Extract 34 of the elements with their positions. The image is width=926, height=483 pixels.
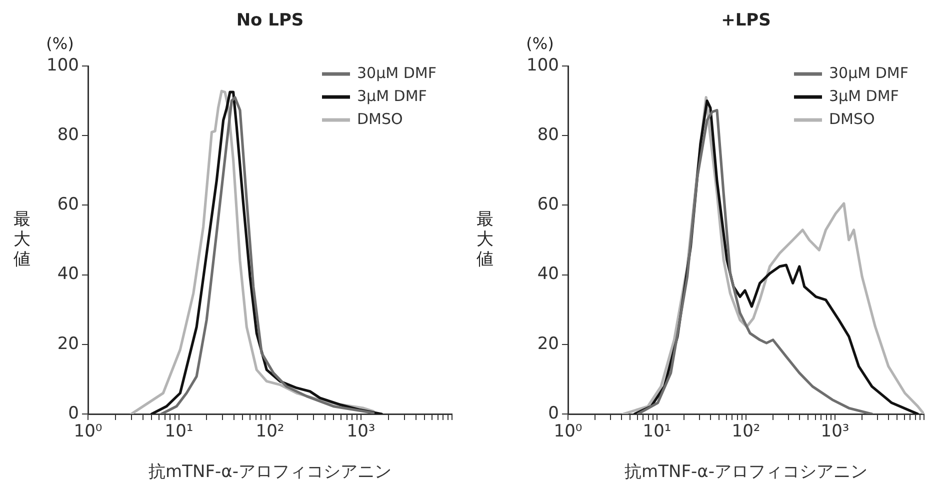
text: (%) [46,34,74,54]
y-tick-label: 0 [68,403,79,424]
x-axis-title: 抗mTNF-α-アロフィコシアニン [148,462,392,482]
legend-label: 3μM DMF [357,86,427,105]
x-tick-label: 10² [256,422,284,442]
y-tick-label: 40 [57,264,79,284]
y-tick-label: 60 [57,194,79,215]
x-tick-label: 10³ [346,422,376,442]
legend-label: 30μM DMF [357,64,436,82]
x-tick-label: 10¹ [642,422,672,442]
y-tick-label: 20 [537,334,559,354]
y-tick-label: 80 [57,125,79,146]
x-tick-label: 10⁰ [74,422,102,442]
x-axis-title: 抗mTNF-α-アロフィコシアニン [624,462,868,482]
x-tick-label: 10³ [820,422,850,442]
y-tick-label: 100 [46,55,79,76]
y-tick-label: 20 [57,334,79,354]
x-tick-label: 10⁰ [554,422,582,442]
legend-label: 30μM DMF [829,64,908,82]
y-tick-label: 100 [526,55,559,76]
x-tick-label: 10² [732,422,760,442]
y-tick-label: 80 [537,125,559,146]
y-tick-label: 60 [537,194,559,215]
text: (%) [526,34,554,54]
legend-label: DMSO [357,110,403,128]
x-tick-label: 10¹ [164,422,194,442]
y-tick-label: 40 [537,264,559,284]
y-axis-title: 最大値 [476,209,494,270]
y-tick-label: 0 [548,403,559,424]
chart-title: No LPS [236,10,304,30]
y-axis-title: 最大値 [14,209,30,270]
chart-title: +LPS [721,10,771,30]
legend-label: 3μM DMF [829,86,899,105]
legend-label: DMSO [829,110,875,128]
